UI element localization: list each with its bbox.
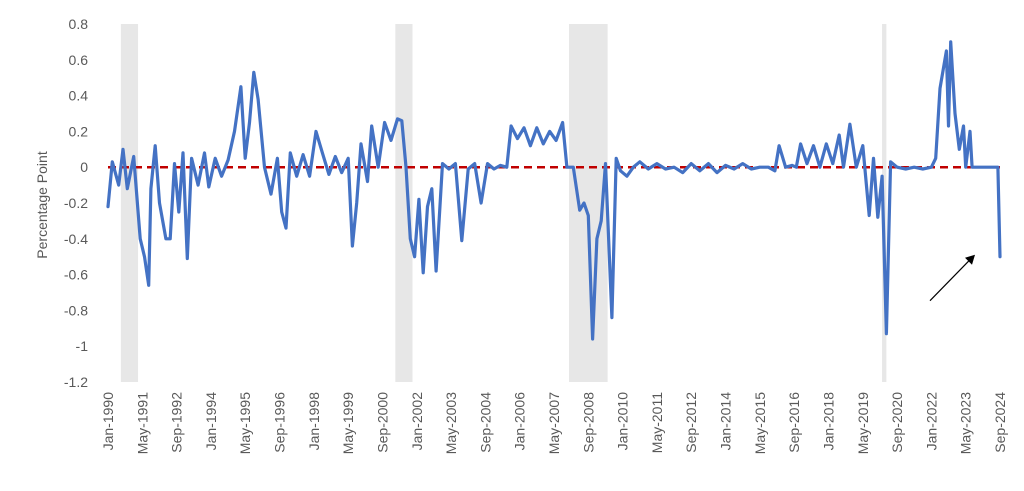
y-tick-label: 0.4: [69, 88, 89, 104]
y-tick-label: -1: [76, 338, 89, 354]
x-tick-label: May-2011: [649, 392, 665, 453]
recession-band-1: [120, 24, 139, 382]
y-tick-label: 0: [80, 159, 88, 175]
x-tick-label: May-2023: [958, 392, 974, 454]
annotation-arrow-shaft: [929, 258, 972, 302]
x-tick-label: Jan-2010: [615, 392, 631, 451]
annotation-arrow-group: [929, 254, 975, 302]
y-tick-label: -1.2: [64, 374, 88, 390]
x-tick-label: Jan-1990: [100, 392, 116, 451]
y-tick-label: -0.8: [64, 302, 88, 318]
x-tick-label: Sep-2004: [477, 392, 493, 453]
x-tick-label: Jan-1998: [306, 392, 322, 451]
y-tick-label: 0.2: [69, 123, 89, 139]
x-tick-label: Sep-1992: [169, 392, 185, 453]
x-tick-label: May-2003: [443, 392, 459, 454]
x-tick-label: May-2019: [855, 392, 871, 454]
x-tick-label: May-1991: [134, 392, 150, 454]
recession-band-2: [395, 24, 413, 382]
x-tick-label: Jan-2006: [512, 392, 528, 451]
x-tick-labels: Jan-1990 May-1991 Sep-1992 Jan-1994 May-1995…: [100, 392, 1008, 454]
y-tick-label: 0.8: [69, 16, 89, 32]
x-tick-label: May-2015: [752, 392, 768, 454]
x-tick-label: Jan-2018: [821, 392, 837, 451]
y-tick-label: -0.2: [64, 195, 88, 211]
y-tick-label: 0.6: [69, 52, 89, 68]
x-tick-label: May-1995: [237, 392, 253, 454]
recession-shading-group: [120, 24, 887, 382]
y-tick-label: -0.6: [64, 267, 88, 283]
annotation-arrow-head: [965, 254, 975, 265]
x-tick-label: May-2007: [546, 392, 562, 454]
x-tick-label: Jan-2022: [923, 392, 939, 451]
x-tick-label: Sep-2012: [683, 392, 699, 453]
y-tick-label: -0.4: [64, 231, 88, 247]
x-tick-label: Sep-2000: [375, 392, 391, 453]
y-tick-labels: 0.8 0.6 0.4 0.2 0 -0.2 -0.4 -0.6 -0.8 -1 -1.2: [64, 16, 88, 390]
x-tick-label: Sep-2016: [786, 392, 802, 453]
x-tick-label: Jan-1994: [203, 392, 219, 451]
x-tick-label: Sep-2008: [580, 392, 596, 453]
y-axis-title: Percentage Point: [34, 151, 50, 259]
series-group: [106, 40, 1002, 341]
x-tick-label: Sep-2020: [889, 392, 905, 453]
x-tick-label: May-1999: [340, 392, 356, 454]
x-tick-label: Sep-2024: [992, 392, 1008, 453]
x-tick-label: Sep-1996: [272, 392, 288, 453]
x-tick-label: Jan-2014: [718, 392, 734, 451]
series-line-1: [106, 40, 1002, 341]
x-tick-label: Jan-2002: [409, 392, 425, 451]
